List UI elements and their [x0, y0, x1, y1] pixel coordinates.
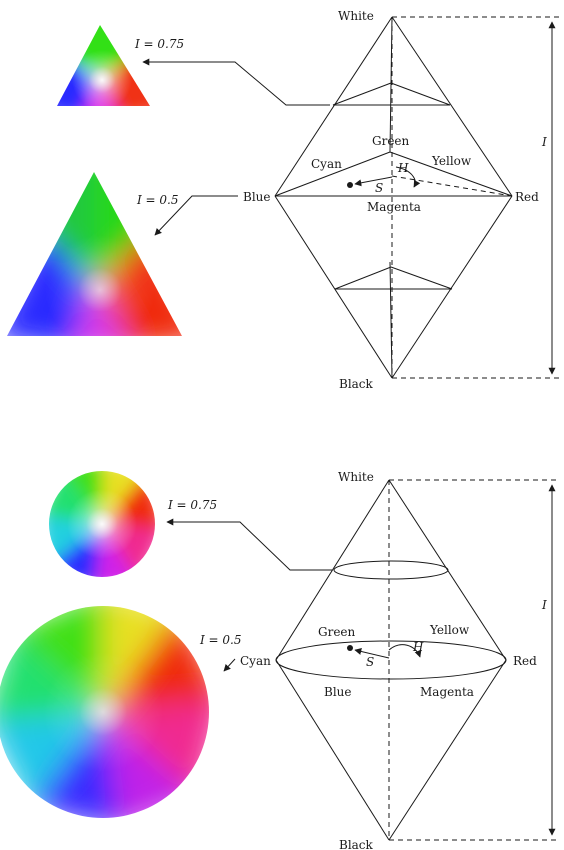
edge-black-green: [389, 261, 393, 379]
label-hue: H: [397, 161, 409, 175]
label-slice-upper: I = 0.75: [134, 37, 184, 51]
hue-reference-line: [391, 175, 513, 197]
label-slice-middle: I = 0.5: [136, 193, 179, 207]
upper-slice-back-left: [332, 82, 392, 106]
saturation-vector: [354, 176, 393, 187]
color-point-bottom: [347, 645, 353, 651]
saturation-vector-bottom: [354, 648, 390, 659]
cone-edge-lower-right: [388, 659, 507, 841]
triangle-slice-i05: [7, 172, 182, 336]
label-green: Green: [372, 134, 410, 148]
label-cyan-bottom: Cyan: [240, 654, 271, 668]
label-saturation: S: [375, 181, 383, 195]
mid-triangle-edge-green-red: [389, 151, 513, 197]
mid-triangle-edge-blue-green: [274, 151, 391, 197]
upper-slice-back-right: [390, 82, 451, 106]
label-slice-middle-bottom: I = 0.5: [199, 633, 242, 647]
label-green-bottom: Green: [318, 625, 356, 639]
lower-slice-back-right: [390, 266, 453, 290]
label-white-bottom: White: [338, 470, 374, 484]
label-intensity-axis-bottom: I: [541, 598, 547, 612]
label-red-bottom: Red: [513, 654, 537, 668]
edge-black-blue: [274, 195, 393, 379]
label-intensity-axis: I: [541, 135, 547, 149]
label-blue: Blue: [243, 190, 271, 204]
label-saturation-bottom: S: [366, 655, 374, 669]
label-cyan: Cyan: [311, 157, 342, 171]
label-blue-bottom: Blue: [324, 685, 352, 699]
label-hue-bottom: H: [412, 640, 424, 654]
label-red: Red: [515, 190, 539, 204]
cone-edge-lower-left: [275, 659, 390, 841]
top-triangle-model: White Black Green Cyan Yellow Blue Red M…: [134, 9, 560, 391]
leader-upper-circle: [166, 518, 332, 571]
upper-cross-section: [333, 560, 449, 580]
hue-arc-bottom: [388, 644, 422, 658]
label-magenta: Magenta: [367, 200, 421, 214]
edge-white-red: [391, 16, 513, 197]
label-yellow-bottom: Yellow: [429, 623, 470, 637]
circle-slice-i05: [0, 606, 209, 818]
leader-upper-slice: [142, 58, 330, 106]
circle-slice-i075: [49, 471, 155, 577]
color-point: [347, 182, 353, 188]
edge-black-red: [391, 195, 513, 379]
leader-middle-slice: [154, 195, 238, 236]
lower-slice-back-left: [334, 266, 392, 290]
cone-edge-upper-left: [275, 479, 390, 661]
mid-cross-section: [275, 640, 507, 680]
triangle-slice-i075: [57, 25, 150, 106]
label-black-bottom: Black: [339, 838, 374, 850]
hue-arc: [395, 166, 421, 188]
label-white: White: [338, 9, 374, 23]
label-yellow: Yellow: [431, 154, 472, 168]
edge-white-blue: [274, 16, 393, 197]
leader-middle-circle: [223, 658, 236, 672]
label-slice-upper-bottom: I = 0.75: [167, 498, 217, 512]
label-black: Black: [339, 377, 374, 391]
bottom-circle-model: White Black Green Yellow Cyan Red Blue M…: [166, 470, 560, 850]
label-magenta-bottom: Magenta: [420, 685, 474, 699]
